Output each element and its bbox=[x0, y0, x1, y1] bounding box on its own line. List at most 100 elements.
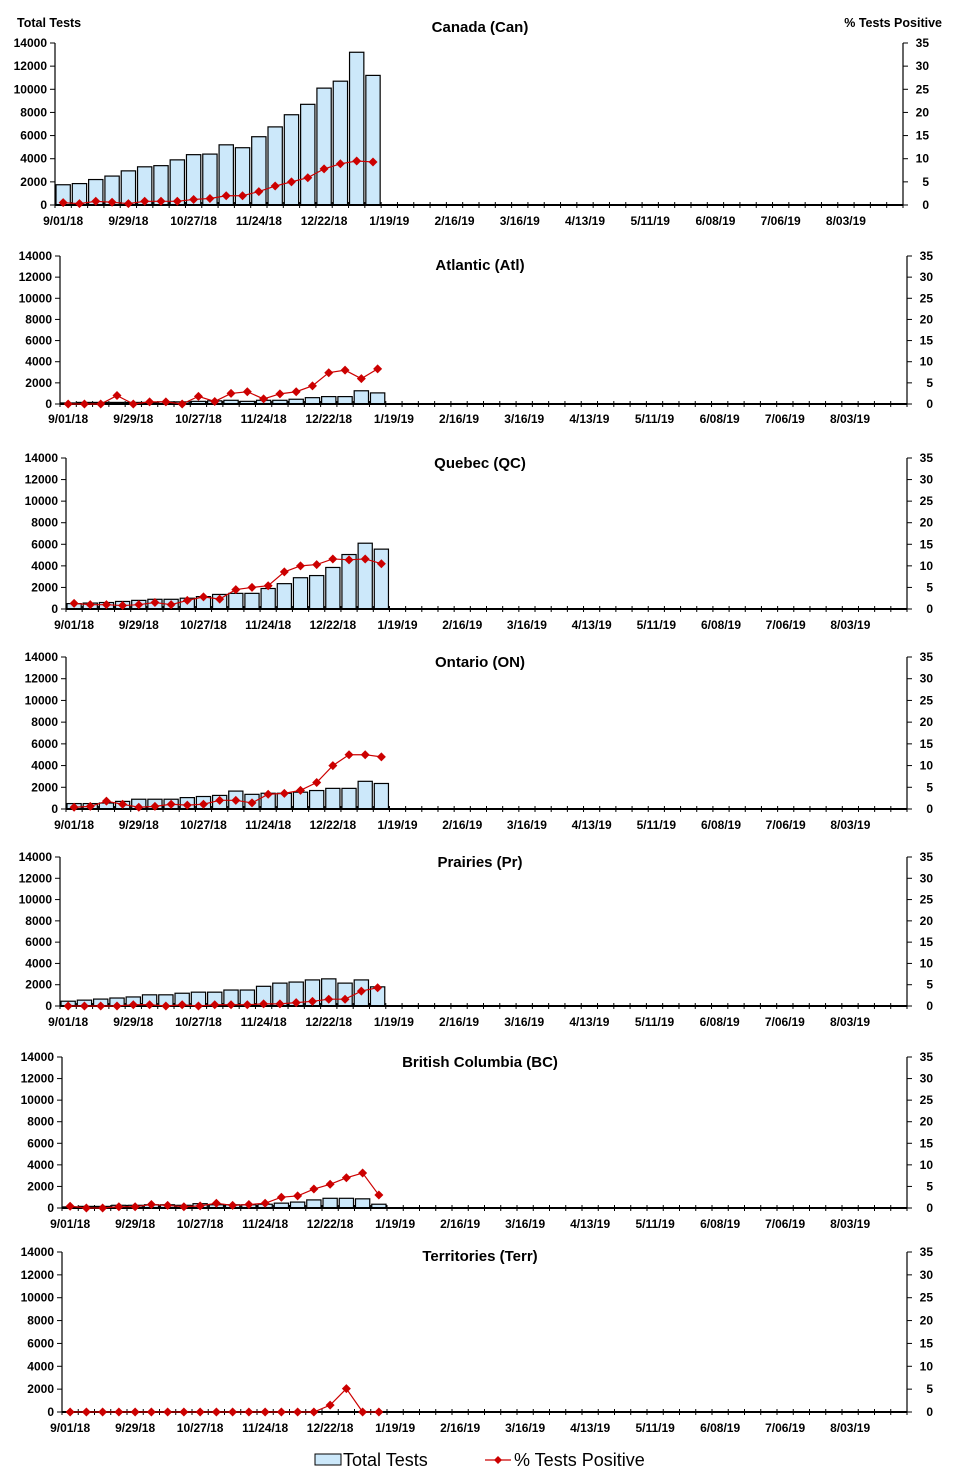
y-left-tick-label: 0 bbox=[47, 1405, 54, 1419]
point-pct-positive bbox=[130, 1202, 140, 1212]
x-tick-label: 7/06/19 bbox=[766, 618, 806, 632]
x-tick-label: 2/16/19 bbox=[435, 214, 475, 228]
point-pct-positive bbox=[341, 1173, 351, 1183]
point-pct-positive bbox=[226, 388, 236, 398]
point-pct-positive bbox=[101, 600, 111, 610]
y-right-tick-label: 35 bbox=[920, 1245, 934, 1259]
y-left-tick-label: 6000 bbox=[25, 935, 52, 949]
point-pct-positive bbox=[112, 391, 122, 401]
x-tick-label: 3/16/19 bbox=[505, 1421, 545, 1435]
x-tick-label: 11/24/18 bbox=[242, 1217, 288, 1231]
point-pct-positive bbox=[309, 1184, 319, 1194]
point-pct-positive bbox=[335, 159, 345, 169]
y-right-tick-label: 0 bbox=[926, 802, 933, 816]
x-tick-label: 4/13/19 bbox=[565, 214, 605, 228]
x-tick-label: 1/19/19 bbox=[374, 412, 414, 426]
y-left-tick-label: 12000 bbox=[21, 1268, 55, 1282]
y-left-tick-label: 10000 bbox=[21, 1093, 55, 1107]
point-pct-positive bbox=[324, 368, 334, 378]
point-pct-positive bbox=[319, 164, 329, 174]
y-right-tick-label: 10 bbox=[920, 559, 934, 573]
y-right-tick-label: 10 bbox=[920, 1158, 934, 1172]
x-tick-label: 9/01/18 bbox=[43, 214, 83, 228]
y-right-tick-label: 30 bbox=[920, 1072, 934, 1086]
bar-total-tests bbox=[244, 592, 260, 610]
y-left-tick-label: 4000 bbox=[27, 1158, 54, 1172]
y-left-tick-label: 6000 bbox=[25, 334, 52, 348]
y-left-tick-label: 10000 bbox=[19, 291, 53, 305]
y-left-tick-label: 8000 bbox=[25, 914, 52, 928]
bar-total-tests bbox=[365, 74, 381, 206]
y-right-tick-label: 20 bbox=[920, 914, 934, 928]
point-pct-positive bbox=[130, 1407, 140, 1417]
y-left-tick-label: 10000 bbox=[21, 1291, 55, 1305]
point-pct-positive bbox=[211, 1198, 221, 1208]
point-pct-positive bbox=[145, 1000, 155, 1010]
x-tick-label: 6/08/19 bbox=[700, 1217, 740, 1231]
panel-atlantic-atl: Atlantic (Atl) 0 2000 4000 6000 8000 10000 1200… bbox=[19, 249, 934, 426]
point-pct-positive bbox=[150, 801, 160, 811]
x-tick-label: 6/08/19 bbox=[700, 412, 740, 426]
point-pct-positive bbox=[69, 802, 79, 812]
point-pct-positive bbox=[74, 199, 84, 209]
y-left-tick-label: 14000 bbox=[19, 850, 53, 864]
y-left-tick-label: 2000 bbox=[25, 978, 52, 992]
point-pct-positive bbox=[228, 1200, 238, 1210]
point-pct-positive bbox=[146, 1407, 156, 1417]
point-pct-positive bbox=[179, 1202, 189, 1212]
point-pct-positive bbox=[254, 187, 264, 197]
point-pct-positive bbox=[79, 1001, 89, 1011]
y-right-tick-label: 15 bbox=[920, 1136, 934, 1150]
point-pct-positive bbox=[63, 1001, 73, 1011]
point-pct-positive bbox=[118, 799, 128, 809]
y-right-tick-label: 25 bbox=[920, 693, 934, 707]
point-pct-positive bbox=[91, 196, 101, 206]
bar-total-tests bbox=[354, 1198, 371, 1209]
x-tick-label: 12/22/18 bbox=[307, 1217, 354, 1231]
y-left-tick-label: 0 bbox=[51, 802, 58, 816]
y-right-tick-label: 10 bbox=[920, 759, 934, 773]
point-pct-positive bbox=[309, 1407, 319, 1417]
bar-total-tests bbox=[283, 114, 300, 206]
y-right-tick-label: 0 bbox=[926, 397, 933, 411]
x-tick-label: 8/03/19 bbox=[830, 1217, 870, 1231]
y-right-tick-label: 35 bbox=[920, 249, 934, 263]
x-tick-label: 2/16/19 bbox=[440, 1217, 480, 1231]
x-tick-label: 2/16/19 bbox=[440, 1421, 480, 1435]
point-pct-positive bbox=[156, 196, 166, 206]
y-right-tick-label: 5 bbox=[926, 580, 933, 594]
point-pct-positive bbox=[270, 181, 280, 191]
y-left-tick-label: 14000 bbox=[21, 1245, 55, 1259]
y-right-tick-label: 15 bbox=[920, 1336, 934, 1350]
y-left-tick-label: 12000 bbox=[25, 672, 59, 686]
x-tick-label: 6/08/19 bbox=[701, 618, 741, 632]
x-tick-label: 8/03/19 bbox=[830, 818, 870, 832]
point-pct-positive bbox=[325, 1400, 335, 1410]
point-pct-positive bbox=[276, 1407, 286, 1417]
y-right-tick-label: 30 bbox=[920, 270, 934, 284]
point-pct-positive bbox=[118, 601, 128, 611]
point-pct-positive bbox=[210, 1000, 220, 1010]
x-tick-label: 2/16/19 bbox=[439, 1015, 479, 1029]
bar-total-tests bbox=[292, 577, 309, 610]
bar-total-tests bbox=[260, 587, 276, 610]
point-pct-positive bbox=[238, 191, 248, 201]
x-tick-label: 8/03/19 bbox=[830, 1015, 870, 1029]
y-left-tick-label: 6000 bbox=[31, 737, 58, 751]
bar-total-tests bbox=[308, 789, 325, 810]
x-tick-label: 1/19/19 bbox=[378, 618, 418, 632]
bar-total-tests bbox=[338, 1197, 355, 1209]
y-right-tick-label: 35 bbox=[916, 36, 930, 50]
x-tick-label: 10/27/18 bbox=[177, 1217, 224, 1231]
x-tick-label: 1/19/19 bbox=[375, 1217, 415, 1231]
y-right-tick-label: 0 bbox=[926, 999, 933, 1013]
bar-total-tests bbox=[308, 574, 325, 610]
y-right-tick-label: 25 bbox=[920, 494, 934, 508]
y-right-tick-label: 30 bbox=[916, 59, 930, 73]
x-tick-label: 3/16/19 bbox=[505, 1217, 545, 1231]
point-pct-positive bbox=[81, 1203, 91, 1213]
y-left-tick-label: 14000 bbox=[21, 1050, 55, 1064]
x-tick-label: 5/11/19 bbox=[635, 1015, 675, 1029]
point-pct-positive bbox=[259, 999, 269, 1009]
point-pct-positive bbox=[114, 1202, 124, 1212]
